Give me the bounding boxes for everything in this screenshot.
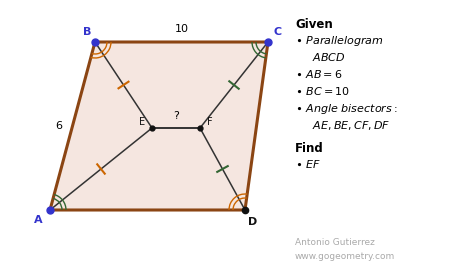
Text: B: B xyxy=(83,27,91,37)
Text: $\bullet$ $Parallelogram$: $\bullet$ $Parallelogram$ xyxy=(295,34,384,48)
Text: D: D xyxy=(248,217,258,227)
Text: F: F xyxy=(207,117,213,127)
Text: 6: 6 xyxy=(55,121,62,131)
Text: www.gogeometry.com: www.gogeometry.com xyxy=(295,252,395,261)
Text: $AE, BE, CF, DF$: $AE, BE, CF, DF$ xyxy=(295,119,391,132)
Text: 10: 10 xyxy=(174,24,189,34)
Text: A: A xyxy=(34,215,42,225)
Text: E: E xyxy=(139,117,145,127)
Text: $\bullet$ $AB = 6$: $\bullet$ $AB = 6$ xyxy=(295,68,343,80)
Text: Find: Find xyxy=(295,142,324,155)
Text: Antonio Gutierrez: Antonio Gutierrez xyxy=(295,238,375,247)
Text: $\bullet$ $EF$: $\bullet$ $EF$ xyxy=(295,158,321,170)
Polygon shape xyxy=(50,42,268,210)
Text: C: C xyxy=(274,27,282,37)
Text: ?: ? xyxy=(173,111,179,121)
Text: $\bullet$ $Angle\ bisectors :$: $\bullet$ $Angle\ bisectors :$ xyxy=(295,102,398,116)
Text: $\bullet$ $BC = 10$: $\bullet$ $BC = 10$ xyxy=(295,85,350,97)
Text: Given: Given xyxy=(295,18,333,31)
Text: $ABCD$: $ABCD$ xyxy=(295,51,346,63)
